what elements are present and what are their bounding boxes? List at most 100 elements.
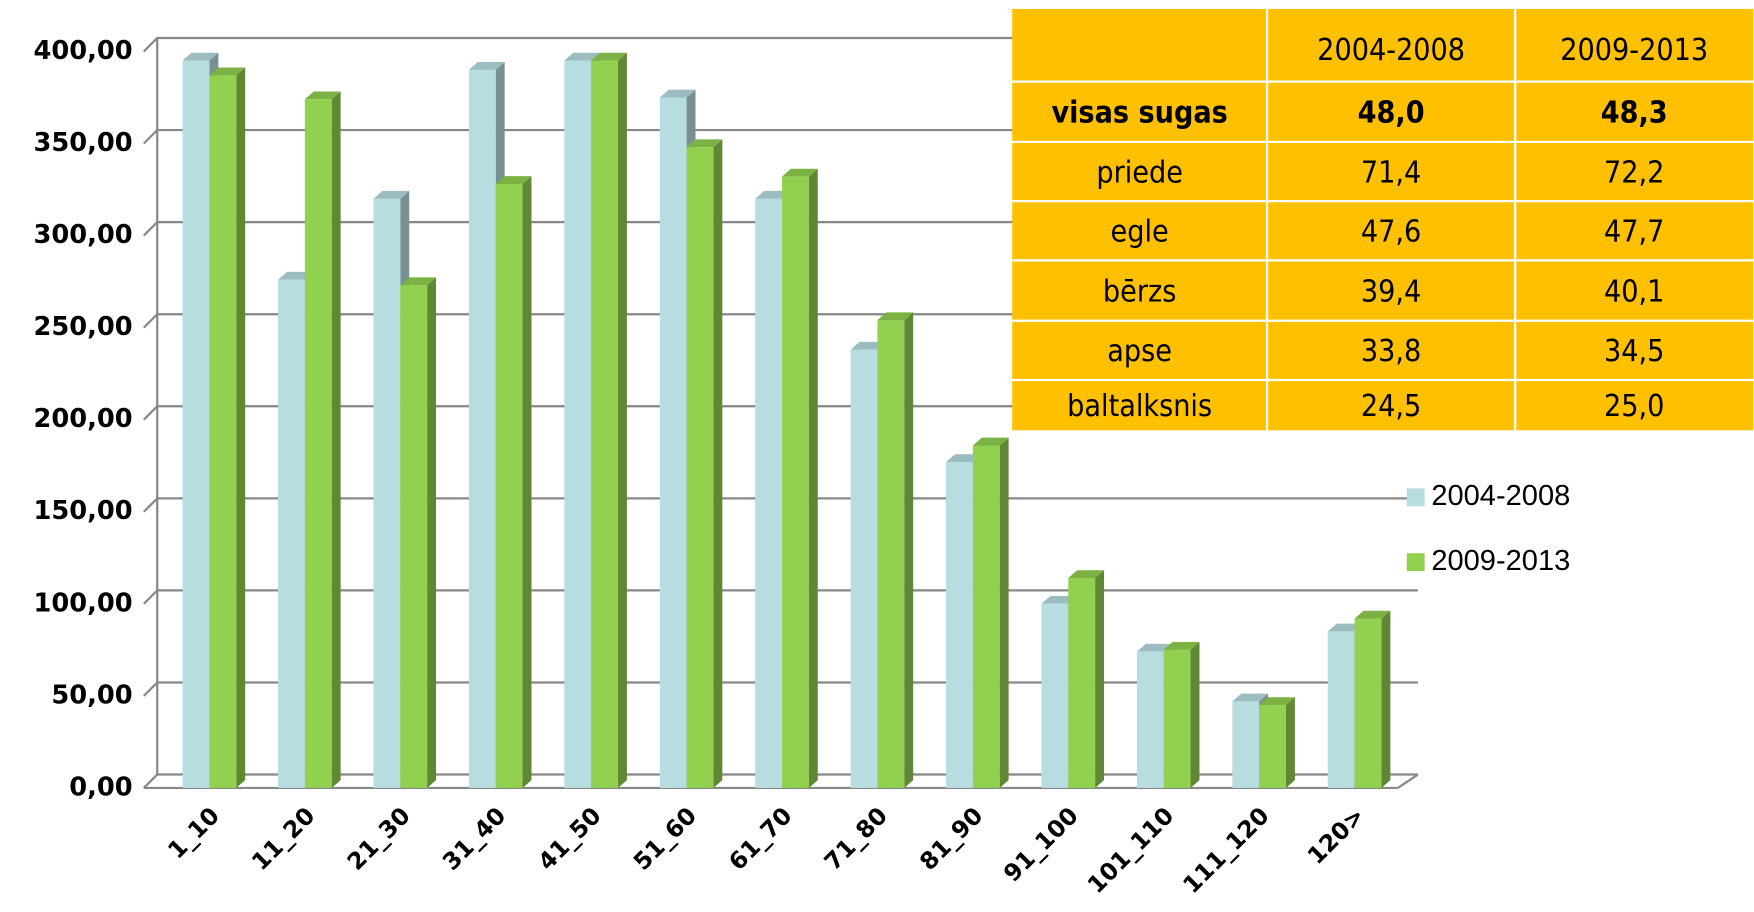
table-cell: 34,5 (1604, 334, 1664, 369)
bar-side (713, 139, 723, 788)
bar-group (1259, 697, 1295, 788)
bar-top (1259, 697, 1295, 706)
x-tick-label: 81_90 (914, 802, 988, 876)
y-tick-label: 0,00 (69, 772, 132, 802)
bar (304, 99, 332, 788)
bar (850, 349, 878, 788)
bar-top (659, 89, 696, 98)
bar-group (304, 91, 341, 788)
bar-top (1163, 642, 1200, 650)
table-cell: 40,1 (1604, 274, 1664, 309)
bar-top (468, 62, 505, 70)
table-cell: 33,8 (1361, 334, 1421, 369)
table-cell: apse (1107, 334, 1172, 369)
x-tick-label: 71_80 (819, 802, 893, 876)
bar (1259, 705, 1286, 788)
bar (1354, 618, 1382, 788)
y-tick-label: 50,00 (51, 680, 132, 710)
bar-top (1232, 693, 1269, 702)
legend-swatch (1406, 488, 1425, 507)
bar (1068, 578, 1096, 788)
bar (1041, 603, 1069, 788)
bar-top (1068, 570, 1105, 579)
bar (782, 176, 809, 788)
bar (278, 279, 305, 788)
bar-group (495, 176, 532, 788)
y-tick-label: 350,00 (34, 128, 133, 158)
bar-top (564, 52, 601, 61)
x-tick-label: 11_20 (246, 802, 320, 876)
bar-top (1354, 610, 1391, 619)
bar-top (373, 190, 410, 199)
bar-group (1163, 642, 1200, 788)
bar-side (427, 277, 437, 788)
bar-top (400, 277, 437, 286)
bar-group (686, 139, 723, 788)
x-tick-label: 31_40 (437, 802, 511, 876)
x-tick-label: 91_100 (998, 802, 1084, 888)
bar-top (495, 176, 532, 184)
bar-top (877, 312, 914, 321)
bar-top (782, 168, 818, 177)
x-tick-label: 101_110 (1082, 802, 1179, 899)
bar (877, 320, 905, 788)
x-tick-label: 21_30 (342, 802, 416, 876)
table-cell: 39,4 (1361, 274, 1421, 309)
table-cell: baltalksnis (1067, 389, 1212, 424)
bar-side (617, 52, 627, 788)
bar-group (1354, 610, 1391, 788)
bar-group (782, 168, 818, 788)
y-tick-label: 400,00 (34, 36, 133, 66)
bar-side (236, 67, 246, 788)
bar-group (877, 312, 914, 788)
bar (564, 60, 592, 788)
bar (182, 60, 210, 788)
bar-top (686, 139, 723, 148)
table-cell: 71,4 (1361, 155, 1421, 190)
bar (686, 147, 714, 788)
bar-group (972, 437, 1009, 788)
bar (373, 198, 401, 788)
table-cell: visas sugas (1051, 95, 1227, 130)
bar (1136, 651, 1164, 788)
bar-group (1068, 570, 1105, 788)
bar-side (904, 312, 914, 788)
bar (591, 60, 618, 788)
y-tick-label: 200,00 (34, 404, 133, 434)
bar-side (1190, 642, 1200, 788)
table-cell: 47,6 (1361, 215, 1421, 250)
bar (755, 198, 782, 788)
x-tick-label: 111_120 (1177, 802, 1274, 899)
y-tick-label: 250,00 (34, 312, 133, 342)
table-cell: 47,7 (1604, 215, 1664, 250)
y-tick-label: 150,00 (34, 496, 133, 526)
bar-group (400, 277, 437, 788)
bar (468, 69, 496, 788)
x-tick-label: 61_70 (723, 802, 797, 876)
table-cell: 24,5 (1361, 389, 1421, 424)
legend-label: 2009-2013 (1431, 545, 1570, 577)
table-cell: 72,2 (1604, 155, 1664, 190)
grid-line (143, 36, 1418, 53)
bar-side (522, 176, 532, 788)
bar (1327, 631, 1355, 788)
bar-group (209, 67, 246, 788)
bar-side (808, 168, 818, 788)
table-cell: priede (1096, 155, 1183, 190)
bar (400, 285, 428, 788)
bar (972, 445, 1000, 788)
table-header: 2004-2008 (1317, 33, 1465, 68)
bar (495, 183, 523, 788)
bar-top (972, 437, 1009, 446)
bar-top (182, 52, 219, 61)
bar-side (331, 91, 341, 788)
legend-swatch (1406, 553, 1425, 572)
bar-top (209, 67, 246, 76)
bar-group (946, 454, 982, 788)
table-cell: egle (1111, 215, 1169, 250)
x-tick-label: 41_50 (532, 802, 606, 876)
bar-side (1381, 610, 1391, 788)
floor-right (1397, 773, 1419, 789)
table-cell: bērzs (1103, 274, 1176, 309)
